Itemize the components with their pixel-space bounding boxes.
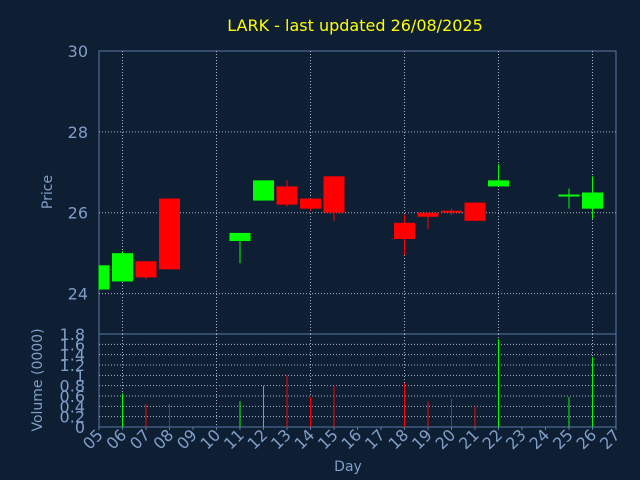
candle-11 xyxy=(229,232,251,264)
volume-gridlines xyxy=(99,334,616,427)
volume-tick-label: 0.2 xyxy=(60,408,85,427)
volume-panel-frame xyxy=(98,333,617,428)
volume-tick-label: 0.6 xyxy=(60,387,85,406)
price-panel-frame xyxy=(98,50,617,335)
volume-axis-label: Volume (0000) xyxy=(30,328,46,431)
candle-25 xyxy=(558,188,580,209)
candle-body xyxy=(323,176,345,213)
volume-tick-label: 0 xyxy=(75,418,85,437)
price-tick-label: 24 xyxy=(68,285,88,304)
candle-body xyxy=(253,180,274,201)
candle-body xyxy=(159,198,180,270)
chart-title: LARK - last updated 26/08/2025 xyxy=(227,16,483,35)
candle-body xyxy=(464,202,486,221)
volume-tick-label: 0.4 xyxy=(60,397,85,416)
volume-tick-label: 1.6 xyxy=(60,335,85,354)
candle-21 xyxy=(464,202,486,221)
volume-bar-series xyxy=(122,339,593,427)
candle-15 xyxy=(323,176,345,221)
candlestick-series xyxy=(98,164,603,290)
x-axis-ticks: 0506070809101112131415161718192021222324… xyxy=(79,425,624,453)
candle-body xyxy=(394,222,415,239)
candle-26 xyxy=(582,176,603,219)
volume-tick-label: 0.8 xyxy=(60,377,85,396)
candle-05 xyxy=(98,265,110,290)
candle-body xyxy=(276,186,298,205)
price-axis-label: Price xyxy=(40,175,56,209)
candle-body xyxy=(112,253,133,282)
volume-y-ticks: 00.20.40.60.811.21.41.61.8 xyxy=(60,325,85,437)
price-tick-label: 26 xyxy=(68,204,88,223)
candle-body xyxy=(99,265,110,290)
candle-body xyxy=(441,210,462,213)
candle-14 xyxy=(300,198,321,211)
volume-tick-label: 1 xyxy=(75,366,85,385)
price-tick-label: 28 xyxy=(68,123,88,142)
candle-06 xyxy=(112,251,133,282)
candle-body xyxy=(229,232,251,242)
candle-13 xyxy=(276,180,298,207)
price-gridlines xyxy=(99,51,616,334)
price-y-ticks: 24 26 28 30 xyxy=(68,42,88,304)
candle-18 xyxy=(394,214,415,256)
price-tick-label: 30 xyxy=(68,42,88,61)
volume-tick-label: 1.4 xyxy=(60,346,85,365)
x-axis-label: Day xyxy=(334,459,362,475)
candle-body xyxy=(558,194,580,197)
candle-body xyxy=(417,212,439,217)
candle-19 xyxy=(417,212,439,229)
price-panel: 24 26 28 30 Price xyxy=(40,42,617,335)
candle-body xyxy=(135,261,157,278)
x-tick-label: 27 xyxy=(596,425,624,453)
candle-body xyxy=(582,192,603,209)
candle-07 xyxy=(135,261,157,280)
volume-panel: 00.20.40.60.811.21.41.61.8 Volume (0000) xyxy=(30,325,617,437)
candle-08 xyxy=(159,198,180,270)
volume-tick-label: 1.2 xyxy=(60,356,85,375)
candle-body xyxy=(300,198,321,209)
candle-22 xyxy=(488,164,509,187)
candle-body xyxy=(488,180,509,187)
candle-20 xyxy=(441,208,462,215)
volume-tick-label: 1.8 xyxy=(60,325,85,344)
candle-12 xyxy=(253,180,274,201)
